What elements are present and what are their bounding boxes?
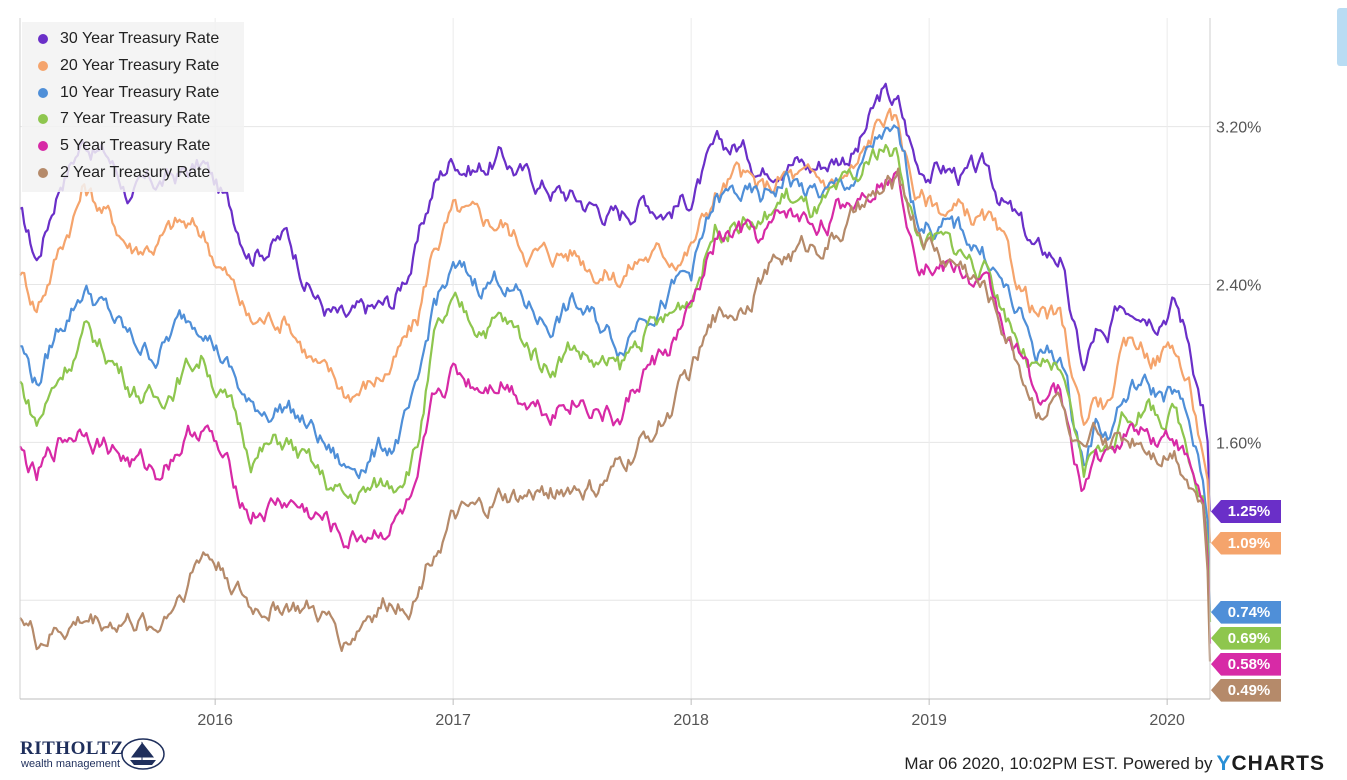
x-tick-label: 2017 xyxy=(435,712,471,729)
legend-label: 30 Year Treasury Rate xyxy=(60,30,220,47)
ycharts-text: CHARTS xyxy=(1231,752,1325,775)
ritholtz-logo: RITHOLTZ wealth management xyxy=(20,736,190,776)
series-line-7-year-treasury-rate xyxy=(19,143,1212,623)
legend-dot-icon xyxy=(38,60,48,71)
y-tick-label: 2.40% xyxy=(1216,277,1261,294)
legend-dot-icon xyxy=(38,34,48,44)
end-value-badge: 0.74% xyxy=(1211,600,1281,624)
legend-item[interactable]: 2 Year Treasury Rate xyxy=(38,162,210,184)
y-tick-label: 1.60% xyxy=(1216,435,1261,452)
y-tick-label: 3.20% xyxy=(1216,120,1261,137)
x-tick-label: 2018 xyxy=(673,712,709,729)
legend-dot-icon xyxy=(38,114,48,125)
legend-label: 2 Year Treasury Rate xyxy=(60,164,211,181)
series-line-5-year-treasury-rate xyxy=(19,170,1212,644)
logo-subtitle: wealth management xyxy=(21,758,121,770)
footer-attribution: Mar 06 2020, 10:02PM EST. Powered by YCH… xyxy=(904,750,1325,778)
footer-timestamp: Mar 06 2020, 10:02PM EST. Powered by xyxy=(904,754,1213,773)
legend-label: 5 Year Treasury Rate xyxy=(60,137,211,155)
legend-label: 10 Year Treasury Rate xyxy=(60,83,220,101)
logo-ship-icon xyxy=(121,738,165,770)
legend-dot-icon xyxy=(38,87,48,98)
x-tick-label: 2019 xyxy=(911,712,947,729)
series-line-2-year-treasury-rate xyxy=(19,167,1212,662)
logo-name: RITHOLTZ xyxy=(20,738,124,759)
end-value-badge: 1.09% xyxy=(1211,531,1281,555)
legend-item[interactable]: 30 Year Treasury Rate xyxy=(38,28,219,50)
end-value-badge: 0.58% xyxy=(1211,652,1281,676)
legend-dot-icon xyxy=(38,168,48,178)
ycharts-logo[interactable]: YCHARTS xyxy=(1216,752,1325,776)
scroll-handle[interactable] xyxy=(1337,8,1347,66)
axes: 1.60% 2.40% 3.20% 2016 2017 2018 2019 2020 xyxy=(19,18,1261,729)
legend-item[interactable]: 5 Year Treasury Rate xyxy=(38,135,210,157)
ycharts-y: Y xyxy=(1216,752,1232,775)
legend-label: 7 Year Treasury Rate xyxy=(60,110,211,128)
legend-item[interactable]: 10 Year Treasury Rate xyxy=(38,82,219,104)
legend: 30 Year Treasury Rate 20 Year Treasury Ra… xyxy=(22,22,244,192)
end-value-badge: 0.69% xyxy=(1211,626,1281,650)
x-tick-label: 2016 xyxy=(197,712,233,729)
legend-dot-icon xyxy=(38,141,48,152)
legend-item[interactable]: 20 Year Treasury Rate xyxy=(38,55,219,77)
end-value-badge: 0.49% xyxy=(1211,678,1281,702)
x-tick-label: 2020 xyxy=(1149,712,1185,729)
end-value-badge: 1.25% xyxy=(1211,499,1281,523)
series-layer xyxy=(19,82,1212,662)
series-line-20-year-treasury-rate xyxy=(19,107,1212,544)
legend-item[interactable]: 7 Year Treasury Rate xyxy=(38,108,210,130)
series-line-10-year-treasury-rate xyxy=(19,124,1212,613)
legend-label: 20 Year Treasury Rate xyxy=(60,56,220,74)
